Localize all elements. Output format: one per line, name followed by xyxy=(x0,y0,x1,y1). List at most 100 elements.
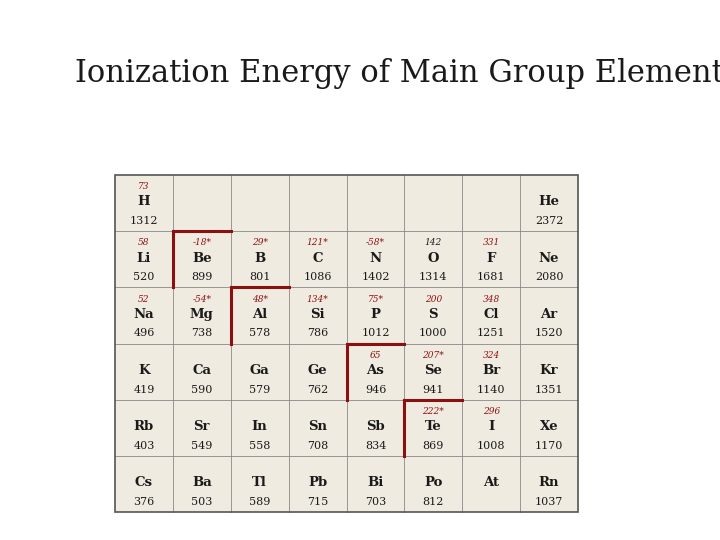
Text: 941: 941 xyxy=(423,384,444,395)
Text: 73: 73 xyxy=(138,183,150,191)
Text: P: P xyxy=(370,308,380,321)
Text: 708: 708 xyxy=(307,441,328,451)
Text: 1012: 1012 xyxy=(361,328,390,339)
Text: 558: 558 xyxy=(249,441,271,451)
Text: Po: Po xyxy=(424,476,443,489)
Text: 579: 579 xyxy=(249,384,270,395)
Text: At: At xyxy=(483,476,499,489)
Text: Ge: Ge xyxy=(307,364,328,377)
Text: N: N xyxy=(369,252,382,265)
Text: 324: 324 xyxy=(482,351,500,360)
Text: Al: Al xyxy=(252,308,267,321)
Text: Ne: Ne xyxy=(539,252,559,265)
Text: 134*: 134* xyxy=(307,295,328,303)
Text: 1170: 1170 xyxy=(535,441,563,451)
Text: -54*: -54* xyxy=(192,295,211,303)
Text: 419: 419 xyxy=(133,384,155,395)
Text: Pb: Pb xyxy=(308,476,327,489)
Text: Mg: Mg xyxy=(190,308,214,321)
Text: 296: 296 xyxy=(482,407,500,416)
Text: 331: 331 xyxy=(482,239,500,247)
Text: Ca: Ca xyxy=(192,364,211,377)
Text: 946: 946 xyxy=(365,384,386,395)
Text: 2372: 2372 xyxy=(535,216,563,226)
Text: 1037: 1037 xyxy=(535,497,563,507)
Text: As: As xyxy=(366,364,384,377)
Text: He: He xyxy=(539,195,559,208)
Text: 403: 403 xyxy=(133,441,155,451)
Text: 2080: 2080 xyxy=(535,272,563,282)
Text: O: O xyxy=(428,252,439,265)
Text: 786: 786 xyxy=(307,328,328,339)
Text: 590: 590 xyxy=(191,384,212,395)
Text: I: I xyxy=(488,420,495,433)
Text: K: K xyxy=(138,364,150,377)
Text: 1402: 1402 xyxy=(361,272,390,282)
Text: Sb: Sb xyxy=(366,420,384,433)
Text: 1140: 1140 xyxy=(477,384,505,395)
Text: Ionization Energy of Main Group Elements: Ionization Energy of Main Group Elements xyxy=(75,58,720,89)
Text: F: F xyxy=(487,252,496,265)
Text: Cl: Cl xyxy=(483,308,499,321)
Text: C: C xyxy=(312,252,323,265)
Text: Cs: Cs xyxy=(135,476,153,489)
Text: 52: 52 xyxy=(138,295,150,303)
Text: 715: 715 xyxy=(307,497,328,507)
Text: H: H xyxy=(138,195,150,208)
Text: S: S xyxy=(428,308,438,321)
Text: 834: 834 xyxy=(365,441,386,451)
Text: 578: 578 xyxy=(249,328,270,339)
Text: 75*: 75* xyxy=(367,295,384,303)
Text: 899: 899 xyxy=(191,272,212,282)
Text: 29*: 29* xyxy=(252,239,268,247)
Text: In: In xyxy=(252,420,268,433)
Text: Rb: Rb xyxy=(134,420,154,433)
Text: 222*: 222* xyxy=(423,407,444,416)
Bar xyxy=(115,175,578,512)
Text: -58*: -58* xyxy=(366,239,385,247)
Text: 348: 348 xyxy=(482,295,500,303)
Text: Xe: Xe xyxy=(540,420,559,433)
Text: 65: 65 xyxy=(369,351,381,360)
Text: Te: Te xyxy=(425,420,441,433)
Text: 801: 801 xyxy=(249,272,271,282)
Text: Ga: Ga xyxy=(250,364,269,377)
Text: 1314: 1314 xyxy=(419,272,448,282)
Text: B: B xyxy=(254,252,265,265)
Text: 142: 142 xyxy=(425,239,442,247)
Text: Si: Si xyxy=(310,308,325,321)
Text: 58: 58 xyxy=(138,239,150,247)
Text: Sn: Sn xyxy=(308,420,327,433)
Text: 812: 812 xyxy=(423,497,444,507)
Text: 549: 549 xyxy=(191,441,212,451)
Bar xyxy=(115,175,578,512)
Text: 762: 762 xyxy=(307,384,328,395)
Text: 869: 869 xyxy=(423,441,444,451)
Text: 207*: 207* xyxy=(423,351,444,360)
Text: 503: 503 xyxy=(191,497,212,507)
Text: 738: 738 xyxy=(192,328,212,339)
Text: 1008: 1008 xyxy=(477,441,505,451)
Text: Sr: Sr xyxy=(194,420,210,433)
Text: 1000: 1000 xyxy=(419,328,448,339)
Text: -18*: -18* xyxy=(192,239,211,247)
Text: 1251: 1251 xyxy=(477,328,505,339)
Text: 121*: 121* xyxy=(307,239,328,247)
Text: Ar: Ar xyxy=(541,308,558,321)
Text: 520: 520 xyxy=(133,272,155,282)
Text: Be: Be xyxy=(192,252,212,265)
Text: Se: Se xyxy=(424,364,442,377)
Text: Tl: Tl xyxy=(252,476,267,489)
Text: 376: 376 xyxy=(133,497,155,507)
Text: 496: 496 xyxy=(133,328,155,339)
Text: Bi: Bi xyxy=(367,476,384,489)
Text: Na: Na xyxy=(134,308,154,321)
Text: 200: 200 xyxy=(425,295,442,303)
Text: 1351: 1351 xyxy=(535,384,563,395)
Text: Kr: Kr xyxy=(540,364,559,377)
Text: 1520: 1520 xyxy=(535,328,563,339)
Text: 48*: 48* xyxy=(252,295,268,303)
Text: 1312: 1312 xyxy=(130,216,158,226)
Text: 1086: 1086 xyxy=(303,272,332,282)
Text: 589: 589 xyxy=(249,497,271,507)
